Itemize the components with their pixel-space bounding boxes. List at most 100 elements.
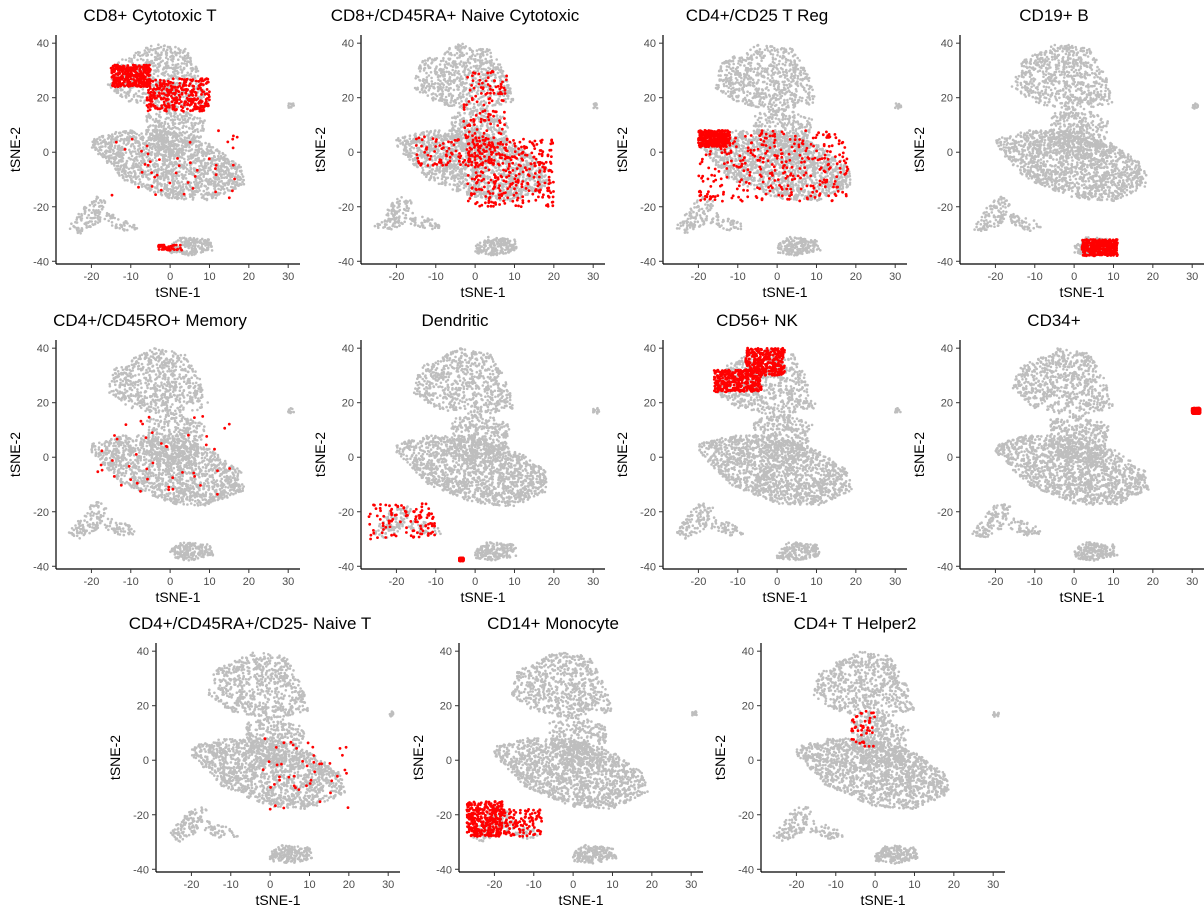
background-point	[133, 145, 136, 148]
background-point	[94, 216, 97, 219]
background-point	[395, 139, 398, 142]
background-point	[172, 132, 175, 135]
background-point	[204, 162, 207, 165]
background-point	[434, 159, 437, 162]
background-point	[443, 162, 446, 165]
background-point	[206, 152, 209, 155]
background-point	[140, 58, 143, 61]
background-point	[443, 175, 446, 178]
background-point	[510, 179, 513, 182]
background-point	[157, 126, 160, 129]
background-point	[149, 189, 152, 192]
background-point	[217, 150, 220, 153]
background-point	[218, 193, 221, 196]
background-point	[171, 171, 174, 174]
background-point	[221, 162, 224, 165]
background-point	[136, 140, 139, 143]
background-point	[105, 142, 108, 145]
background-point	[441, 181, 444, 184]
background-point	[138, 178, 141, 181]
highlighted-point	[169, 81, 172, 84]
background-point	[104, 218, 107, 221]
background-point	[201, 183, 204, 186]
background-point	[196, 67, 199, 70]
background-point	[136, 227, 139, 230]
highlighted-point	[144, 163, 147, 166]
background-point	[498, 172, 501, 175]
background-point	[95, 200, 98, 203]
background-point	[542, 179, 545, 182]
highlighted-point	[175, 172, 178, 175]
highlighted-point	[115, 66, 118, 69]
background-point	[107, 220, 110, 223]
background-point	[464, 129, 467, 132]
highlighted-point	[186, 97, 189, 100]
background-point	[184, 48, 187, 51]
highlighted-point	[169, 182, 172, 185]
background-point	[181, 181, 184, 184]
background-point	[79, 232, 82, 235]
background-point	[163, 127, 166, 130]
highlighted-point	[189, 109, 192, 112]
background-point	[127, 172, 130, 175]
background-point	[453, 177, 456, 180]
background-point	[510, 191, 513, 194]
background-point	[194, 151, 197, 154]
background-point	[90, 220, 93, 223]
background-point	[224, 184, 227, 187]
background-point	[143, 102, 146, 105]
background-point	[449, 167, 452, 170]
background-point	[179, 113, 182, 116]
background-point	[412, 158, 415, 161]
background-point	[414, 133, 417, 136]
background-point	[177, 58, 180, 61]
background-point	[444, 182, 447, 185]
background-point	[157, 54, 160, 57]
background-points	[374, 43, 599, 257]
background-point	[113, 147, 116, 150]
background-point	[474, 195, 477, 198]
highlighted-point	[190, 98, 193, 101]
background-point	[113, 89, 116, 92]
background-point	[174, 122, 177, 125]
background-point	[418, 139, 421, 142]
background-point	[232, 160, 235, 163]
highlighted-point	[151, 185, 154, 188]
background-point	[172, 168, 175, 171]
background-point	[183, 57, 186, 60]
background-point	[176, 106, 179, 109]
background-point	[148, 125, 151, 128]
background-point	[128, 57, 131, 60]
highlighted-point	[179, 247, 182, 250]
y-tick-label: 20	[37, 93, 49, 105]
background-point	[158, 114, 161, 117]
background-point	[491, 169, 494, 172]
background-point	[185, 171, 188, 174]
background-point	[150, 45, 153, 48]
highlighted-point	[171, 92, 174, 95]
background-point	[181, 244, 184, 247]
background-point	[193, 181, 196, 184]
background-point	[181, 237, 184, 240]
background-point	[446, 168, 449, 171]
background-point	[144, 49, 147, 52]
background-point	[192, 118, 195, 121]
highlighted-point	[147, 74, 150, 77]
background-point	[239, 166, 242, 169]
background-point	[140, 183, 143, 186]
highlighted-point	[184, 100, 187, 103]
background-point	[163, 179, 166, 182]
background-point	[192, 244, 195, 247]
background-point	[184, 166, 187, 169]
background-point	[179, 184, 182, 187]
background-point	[399, 139, 402, 142]
background-point	[529, 154, 532, 157]
background-point	[228, 163, 231, 166]
background-point	[206, 249, 209, 252]
background-point	[450, 148, 453, 151]
background-point	[534, 180, 537, 183]
background-point	[199, 242, 202, 245]
background-point	[128, 149, 131, 152]
background-point	[462, 180, 465, 183]
